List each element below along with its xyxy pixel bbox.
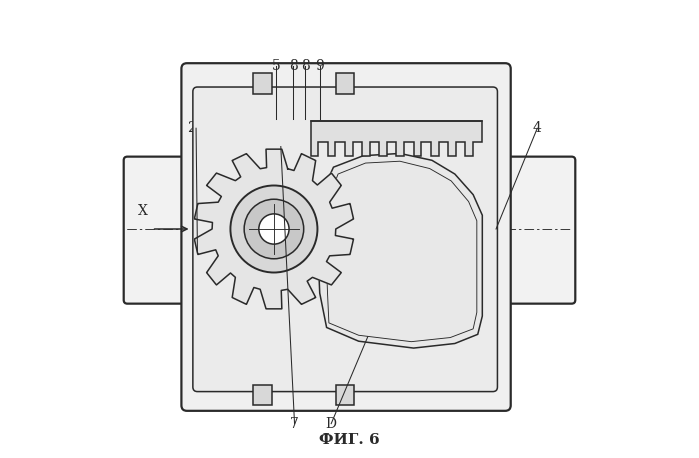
Text: 7: 7 <box>290 417 299 431</box>
Circle shape <box>231 185 317 273</box>
Text: 8: 8 <box>301 60 310 73</box>
FancyBboxPatch shape <box>193 87 498 392</box>
Polygon shape <box>194 149 354 309</box>
Bar <box>336 73 354 94</box>
Text: 8: 8 <box>289 60 298 73</box>
Text: D: D <box>326 417 337 431</box>
FancyBboxPatch shape <box>182 63 511 411</box>
Text: X: X <box>138 204 147 218</box>
Text: 4: 4 <box>533 121 542 135</box>
FancyBboxPatch shape <box>492 157 575 304</box>
Text: 9: 9 <box>315 60 324 73</box>
Bar <box>253 73 272 94</box>
Circle shape <box>259 214 289 244</box>
Polygon shape <box>317 153 482 348</box>
Circle shape <box>244 199 303 259</box>
Polygon shape <box>310 121 482 156</box>
FancyBboxPatch shape <box>124 157 202 304</box>
Bar <box>253 385 272 405</box>
Text: ФИГ. 6: ФИГ. 6 <box>319 433 380 447</box>
Text: 5: 5 <box>272 60 280 73</box>
Bar <box>336 385 354 405</box>
Text: 23: 23 <box>187 121 205 135</box>
